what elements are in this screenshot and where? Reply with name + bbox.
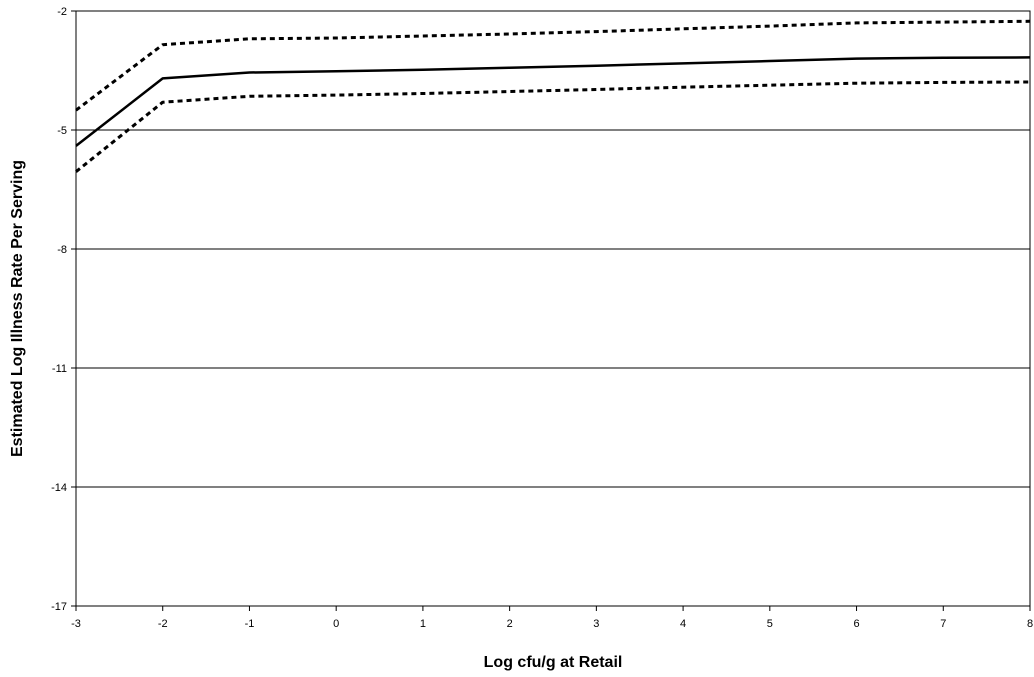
upper-bound-line <box>75 19 1031 112</box>
x-tick-label: 3 <box>593 618 599 630</box>
x-tick-label: 0 <box>333 618 339 630</box>
x-tick-label: 6 <box>853 618 859 630</box>
y-tick-label: -8 <box>57 244 67 256</box>
plot-area-frame <box>75 10 1031 607</box>
estimate-line <box>75 56 1031 147</box>
x-axis-title: Log cfu/g at Retail <box>484 654 623 671</box>
x-tick-label: -3 <box>71 618 81 630</box>
x-tick-label: 5 <box>767 618 773 630</box>
y-axis-title: Estimated Log Illness Rate Per Serving <box>9 160 26 457</box>
x-axis-ticks: -3 -2 -1 0 1 2 3 4 5 6 7 8 <box>71 606 1033 630</box>
lower-bound-line <box>75 80 1031 173</box>
y-axis-ticks: -17 -14 -11 -8 -5 -2 <box>51 6 76 613</box>
y-tick-label: -5 <box>57 125 67 137</box>
x-tick-label: -2 <box>158 618 168 630</box>
x-tick-label: 1 <box>420 618 426 630</box>
y-tick-label: -17 <box>51 601 67 613</box>
x-tick-label: 8 <box>1027 618 1033 630</box>
gridlines <box>76 129 1030 488</box>
y-tick-label: -14 <box>51 482 67 494</box>
series-group <box>75 19 1031 173</box>
y-tick-label: -11 <box>52 363 67 375</box>
y-tick-label: -2 <box>57 6 67 18</box>
x-tick-label: 2 <box>507 618 513 630</box>
x-tick-label: 7 <box>940 618 946 630</box>
x-tick-label: 4 <box>680 618 686 630</box>
x-tick-label: -1 <box>245 618 255 630</box>
